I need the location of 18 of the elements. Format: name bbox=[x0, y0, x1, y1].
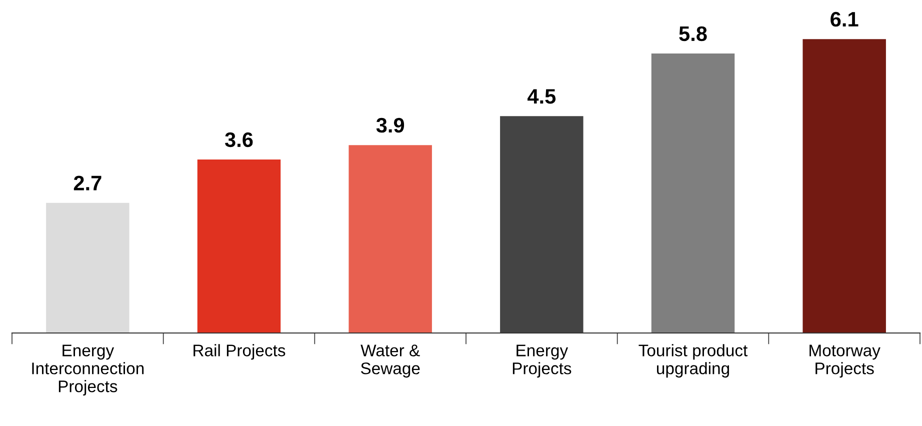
bar bbox=[348, 145, 432, 333]
data-label: 3.6 bbox=[225, 132, 253, 148]
x-tick-label: Energy Interconnection Projects bbox=[32, 344, 144, 396]
x-tick-label: Motorway Projects bbox=[810, 344, 880, 378]
bar bbox=[651, 54, 735, 333]
bar bbox=[802, 39, 886, 333]
data-label: 4.5 bbox=[528, 89, 556, 104]
x-tick-label: Tourist product upgrading bbox=[638, 344, 748, 378]
bar bbox=[197, 160, 281, 333]
bar bbox=[46, 202, 130, 333]
x-tick-label: Water & Sewage bbox=[360, 344, 420, 378]
bar bbox=[500, 116, 584, 333]
x-tick-label: Rail Projects bbox=[194, 344, 286, 360]
x-tick-label: Energy Projects bbox=[512, 344, 572, 378]
data-label: 6.1 bbox=[830, 12, 858, 27]
data-label: 5.8 bbox=[679, 26, 707, 42]
data-label: 2.7 bbox=[74, 176, 102, 190]
data-label: 3.9 bbox=[376, 118, 404, 133]
